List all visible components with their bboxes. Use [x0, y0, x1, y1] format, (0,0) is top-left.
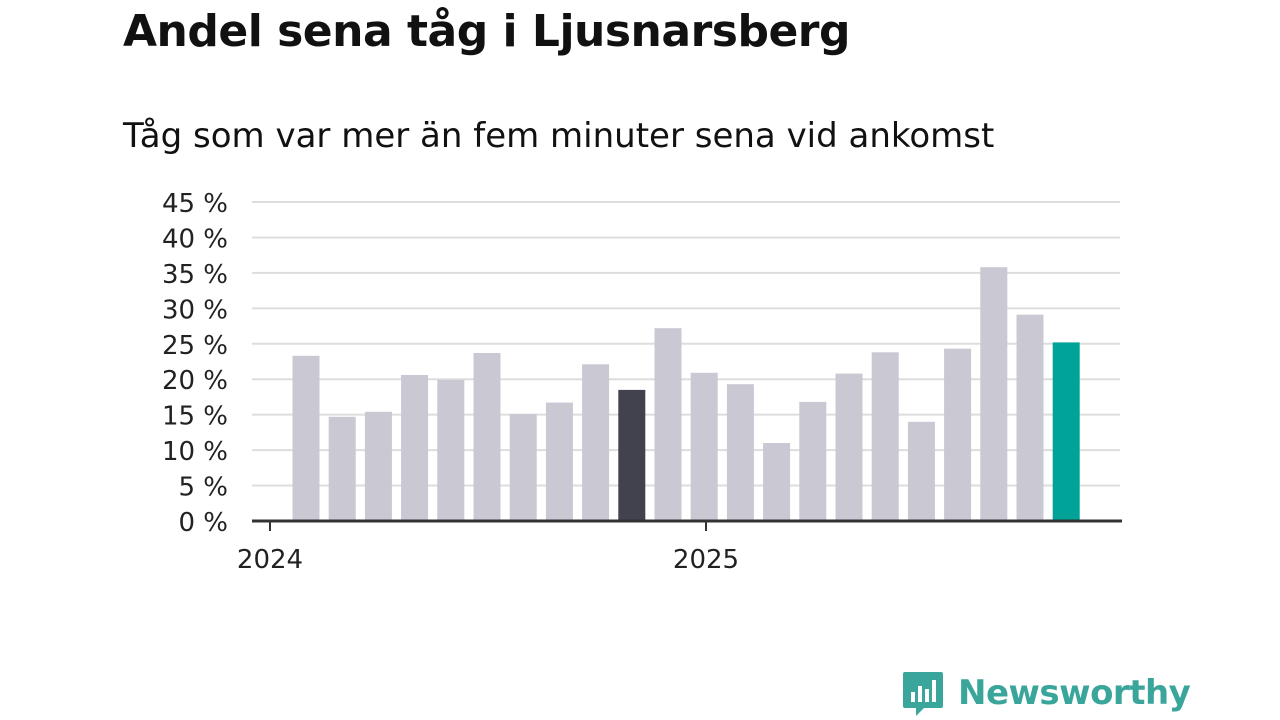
- bar: [1016, 314, 1044, 521]
- y-tick-label: 20 %: [162, 366, 228, 396]
- bar: [835, 373, 863, 521]
- bar: [654, 328, 682, 521]
- y-tick-label: 5 %: [178, 473, 228, 503]
- y-tick-label: 30 %: [162, 295, 228, 325]
- bar: [582, 364, 610, 521]
- bar: [907, 421, 935, 521]
- bar: [401, 375, 429, 521]
- bar: [509, 414, 537, 521]
- newsworthy-logo: Newsworthy: [902, 670, 1191, 716]
- y-tick-label: 15 %: [162, 402, 228, 432]
- x-tick-label: 2024: [237, 545, 303, 575]
- bar: [618, 389, 646, 521]
- bar: [799, 401, 827, 521]
- y-tick-label: 10 %: [162, 437, 228, 467]
- bar: [1052, 342, 1080, 521]
- grid-lines: [252, 201, 1120, 487]
- y-tick-label: 25 %: [162, 331, 228, 361]
- bars: [292, 267, 1080, 521]
- chart-subtitle: Tåg som var mer än fem minuter sena vid …: [123, 116, 995, 156]
- bar: [328, 416, 356, 521]
- y-axis-labels: 0 % 5 % 10 % 15 % 20 % 25 % 30 % 35 % 40 % 45 %: [162, 189, 228, 538]
- bar: [292, 355, 320, 521]
- bar: [726, 384, 754, 521]
- y-tick-label: 35 %: [162, 260, 228, 290]
- bar: [763, 443, 791, 521]
- x-tick-label: 2025: [673, 545, 739, 575]
- bar: [690, 372, 718, 521]
- bar: [364, 411, 392, 521]
- bar: [437, 379, 465, 521]
- bar: [980, 267, 1008, 521]
- bar: [545, 402, 573, 521]
- y-tick-label: 0 %: [178, 508, 228, 538]
- bar: [944, 348, 972, 521]
- newsworthy-chat-bars-icon: [903, 672, 943, 716]
- bar: [871, 352, 899, 521]
- logo-text: Newsworthy: [958, 673, 1191, 713]
- x-axis: 2024 2025: [237, 519, 1122, 575]
- chart-title: Andel sena tåg i Ljusnarsberg: [123, 6, 851, 57]
- y-tick-label: 45 %: [162, 189, 228, 219]
- bar: [473, 353, 501, 521]
- y-tick-label: 40 %: [162, 224, 228, 254]
